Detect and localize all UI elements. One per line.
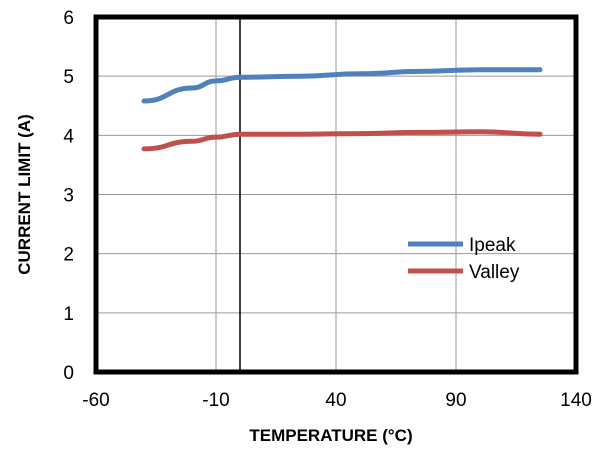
legend-label-ipeak: Ipeak — [469, 235, 516, 256]
x-axis-title: TEMPERATURE (°C) — [249, 426, 412, 445]
x-tick-labels: -60 -10 40 90 140 — [82, 390, 592, 411]
series-layer — [141, 67, 543, 152]
legend-label-valley: Valley — [469, 262, 520, 283]
y-tick-label: 5 — [63, 67, 74, 88]
legend: Ipeak Valley — [408, 235, 520, 283]
x-tick-label: 90 — [445, 390, 466, 411]
y-tick-labels: 0 1 2 3 4 5 6 — [63, 8, 74, 384]
series-line-ipeak — [141, 67, 543, 104]
x-tick-label: 40 — [325, 390, 346, 411]
series-line-valley — [141, 129, 543, 152]
plot-area-frame — [93, 14, 579, 375]
y-tick-label: 1 — [63, 304, 74, 325]
y-axis-title: CURRENT LIMIT (A) — [15, 114, 34, 275]
y-tick-label: 4 — [63, 126, 74, 147]
y-tick-label: 2 — [63, 245, 74, 266]
y-tick-label: 6 — [63, 8, 74, 29]
y-tick-label: 0 — [63, 363, 74, 384]
x-tick-label: -10 — [202, 390, 229, 411]
x-tick-label: -60 — [82, 390, 109, 411]
y-tick-label: 3 — [63, 186, 74, 207]
x-tick-label: 140 — [560, 390, 592, 411]
